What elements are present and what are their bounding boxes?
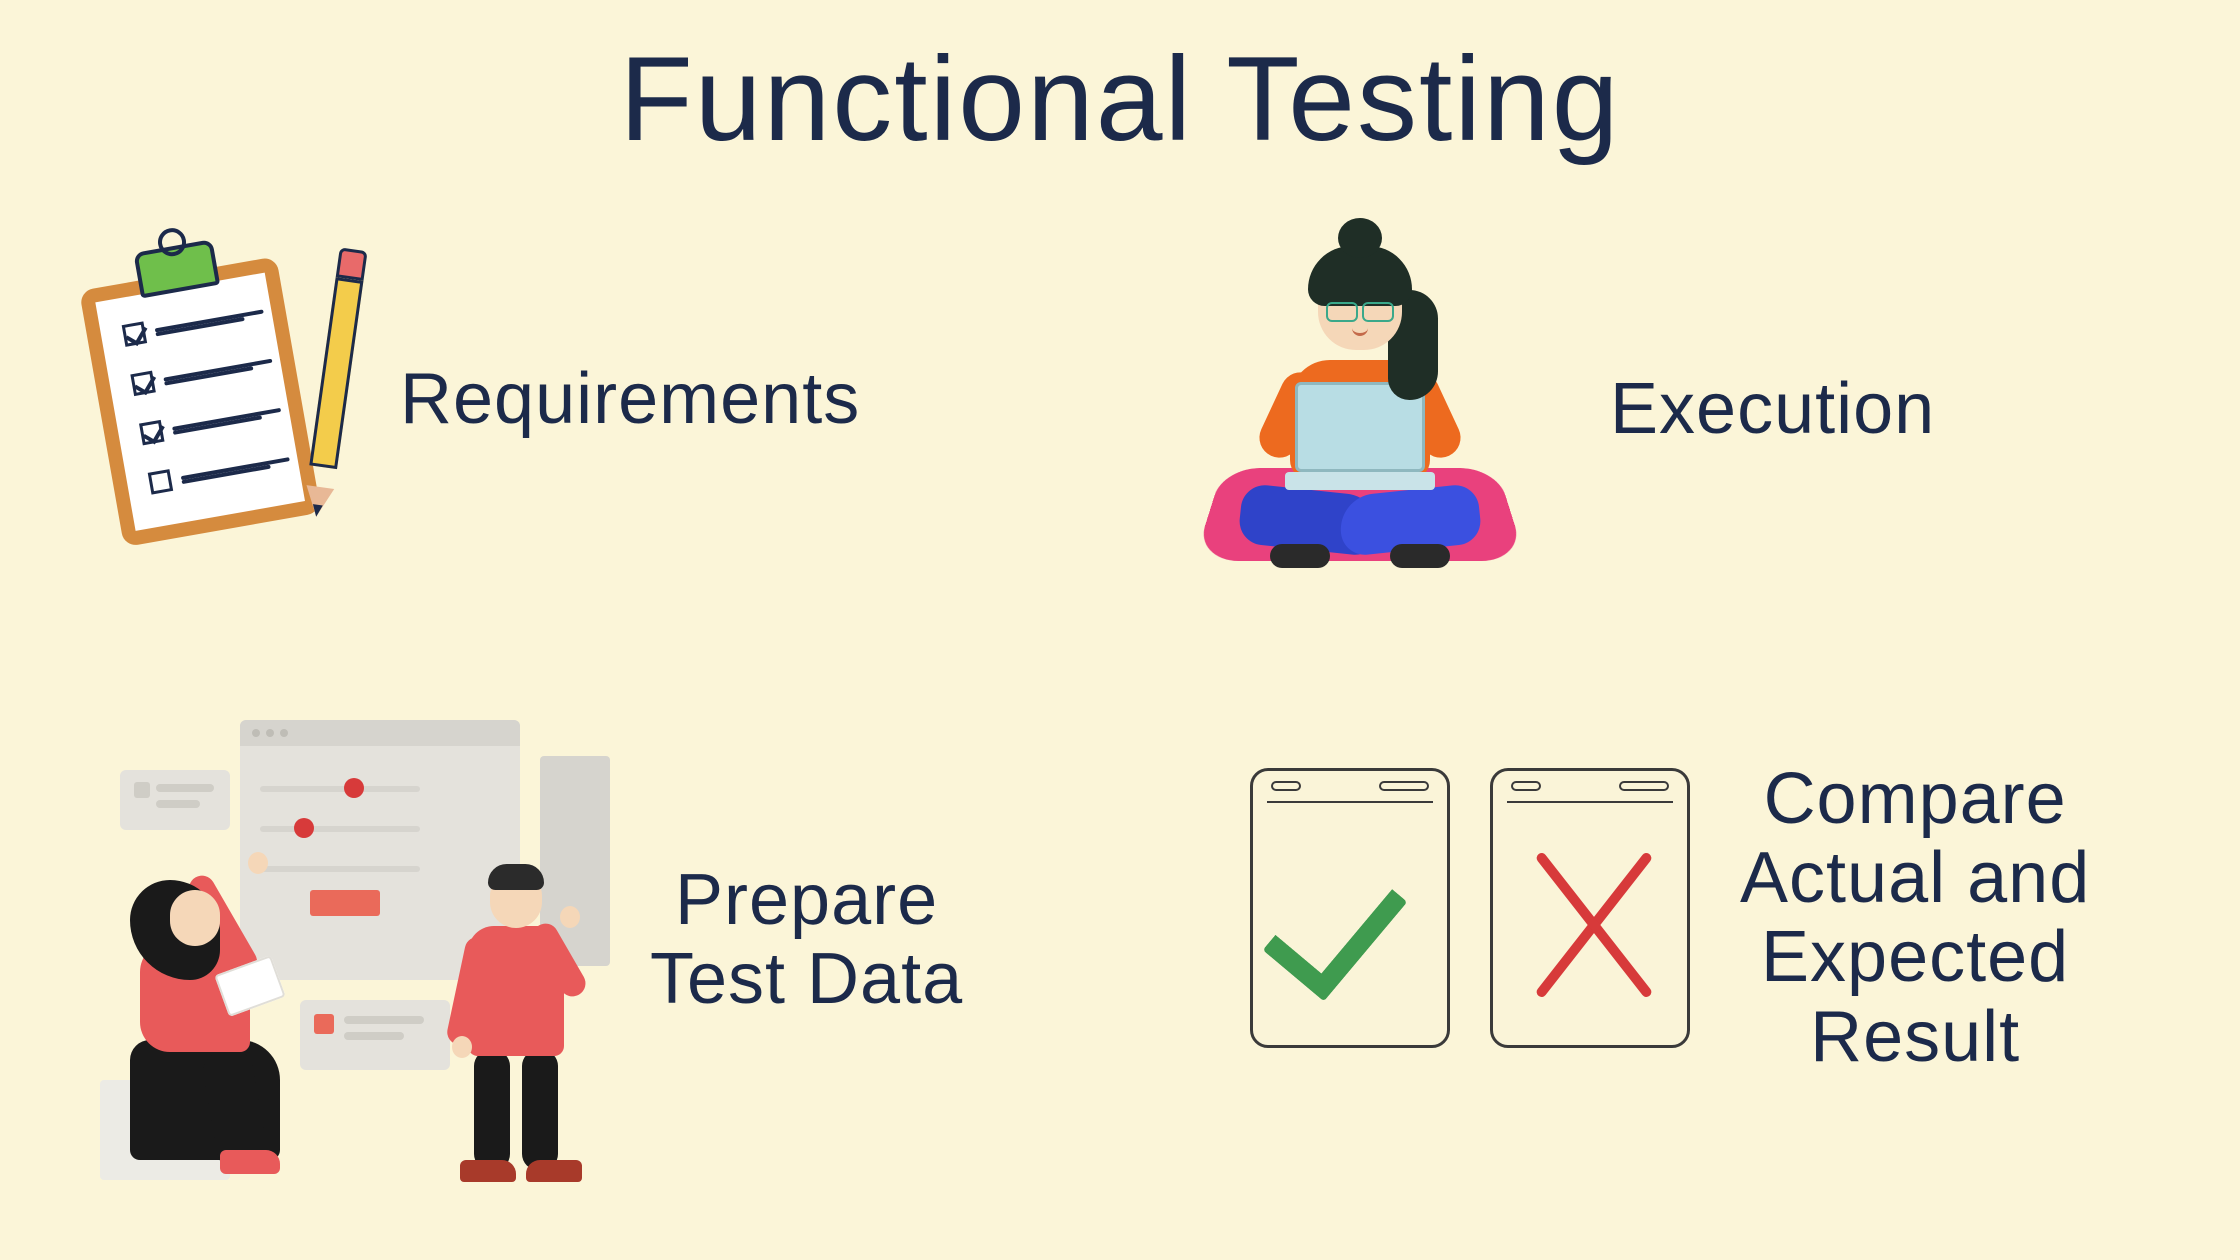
person-laptop-icon [1200, 230, 1520, 590]
pencil-icon [302, 247, 367, 518]
requirements-label: Requirements [400, 360, 860, 439]
item-compare-results: Compare Actual and Expected Result [1250, 760, 2190, 1077]
clipboard-icon [33, 207, 387, 594]
page-title: Functional Testing [0, 30, 2240, 168]
prepare-data-icon [60, 720, 620, 1160]
item-execution: Execution [1200, 230, 2180, 590]
execution-label: Execution [1610, 370, 1935, 449]
compare-results-label: Compare Actual and Expected Result [1740, 760, 2090, 1077]
prepare-test-data-label: Prepare Test Data [650, 861, 963, 1019]
x-icon [1533, 841, 1653, 1001]
check-icon [1263, 851, 1408, 1002]
compare-cards-icon [1250, 768, 1690, 1068]
item-prepare-test-data: Prepare Test Data [60, 720, 1100, 1160]
item-requirements: Requirements [60, 230, 1100, 570]
x-card-icon [1490, 768, 1690, 1048]
check-card-icon [1250, 768, 1450, 1048]
